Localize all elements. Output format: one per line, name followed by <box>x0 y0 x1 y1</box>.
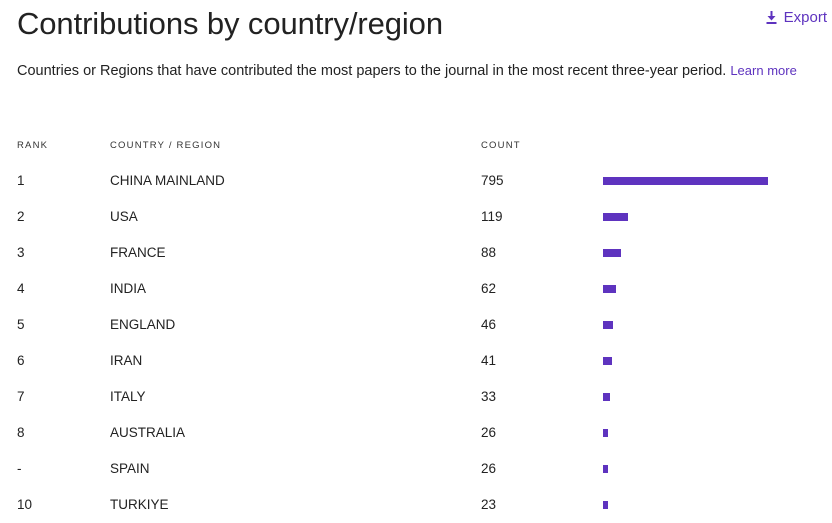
count-bar <box>603 249 621 257</box>
table-body: 1 CHINA MAINLAND 795 2 USA 119 3 FRANCE 88 4 INDIA… <box>17 160 817 520</box>
count-bar <box>603 429 608 437</box>
page-title: Contributions by country/region <box>17 6 443 41</box>
country-cell: SPAIN <box>110 461 150 476</box>
rank-cell: 4 <box>17 281 25 296</box>
count-cell: 62 <box>481 281 497 296</box>
table-row: 7 ITALY 33 <box>17 376 817 412</box>
header-rank: RANK <box>17 140 49 151</box>
header-count: COUNT <box>481 140 521 151</box>
table-row: - SPAIN 26 <box>17 448 817 484</box>
country-cell: INDIA <box>110 281 147 296</box>
download-icon <box>766 11 777 24</box>
table-row: 1 CHINA MAINLAND 795 <box>17 160 817 196</box>
rank-cell: 1 <box>17 173 25 188</box>
contributions-table: RANK COUNTRY / REGION COUNT 1 CHINA MAINL… <box>17 130 817 520</box>
header-country: COUNTRY / REGION <box>110 140 222 151</box>
count-bar <box>603 501 608 509</box>
rank-cell: 5 <box>17 317 25 332</box>
export-button[interactable]: Export <box>766 9 827 26</box>
count-cell: 33 <box>481 389 497 404</box>
count-bar <box>603 321 613 329</box>
count-bar <box>603 465 608 473</box>
rank-cell: 3 <box>17 245 25 260</box>
country-cell: IRAN <box>110 353 143 368</box>
country-cell: CHINA MAINLAND <box>110 173 225 188</box>
table-header: RANK COUNTRY / REGION COUNT <box>17 130 817 160</box>
count-bar <box>603 177 768 185</box>
count-cell: 88 <box>481 245 497 260</box>
count-cell: 23 <box>481 497 497 512</box>
rank-cell: 6 <box>17 353 25 368</box>
country-cell: FRANCE <box>110 245 166 260</box>
country-cell: USA <box>110 209 138 224</box>
table-row: 3 FRANCE 88 <box>17 232 817 268</box>
count-cell: 26 <box>481 461 497 476</box>
table-row: 4 INDIA 62 <box>17 268 817 304</box>
count-bar <box>603 393 610 401</box>
table-row: 2 USA 119 <box>17 196 817 232</box>
table-row: 6 IRAN 41 <box>17 340 817 376</box>
country-cell: TURKIYE <box>110 497 169 512</box>
table-row: 5 ENGLAND 46 <box>17 304 817 340</box>
export-label: Export <box>783 9 827 26</box>
table-row: 10 TURKIYE 23 <box>17 484 817 520</box>
count-bar <box>603 357 612 365</box>
rank-cell: 2 <box>17 209 25 224</box>
count-bar <box>603 213 628 221</box>
learn-more-link[interactable]: Learn more <box>730 63 797 78</box>
count-cell: 26 <box>481 425 497 440</box>
table-row: 8 AUSTRALIA 26 <box>17 412 817 448</box>
rank-cell: - <box>17 461 22 476</box>
rank-cell: 8 <box>17 425 25 440</box>
description: Countries or Regions that have contribut… <box>17 59 823 83</box>
country-cell: ENGLAND <box>110 317 176 332</box>
count-cell: 795 <box>481 173 504 188</box>
page-header: Contributions by country/region Export <box>17 4 832 46</box>
count-cell: 119 <box>481 209 503 224</box>
rank-cell: 7 <box>17 389 25 404</box>
description-text: Countries or Regions that have contribut… <box>17 63 727 79</box>
rank-cell: 10 <box>17 497 33 512</box>
country-cell: ITALY <box>110 389 146 404</box>
count-cell: 46 <box>481 317 497 332</box>
country-cell: AUSTRALIA <box>110 425 186 440</box>
count-cell: 41 <box>481 353 497 368</box>
count-bar <box>603 285 616 293</box>
